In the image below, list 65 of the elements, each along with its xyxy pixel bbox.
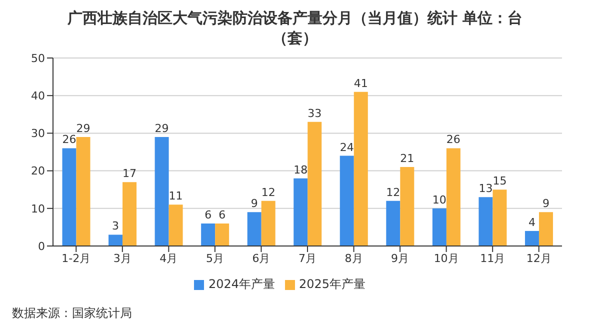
data-label: 3 [112, 220, 120, 233]
x-tick-label: 11月 [480, 252, 506, 265]
y-tick-label: 50 [31, 52, 45, 65]
data-label: 29 [154, 122, 169, 135]
bar [446, 148, 460, 246]
data-label: 4 [528, 216, 536, 229]
bar [538, 212, 553, 246]
x-tick-label: 10月 [434, 252, 459, 265]
data-label: 12 [261, 186, 276, 199]
bar [354, 92, 368, 246]
bar [294, 178, 308, 246]
data-label: 13 [478, 182, 493, 196]
y-tick-label: 10 [31, 202, 45, 216]
bar [492, 190, 507, 246]
x-tick-label: 8月 [344, 252, 363, 265]
y-tick-label: 0 [38, 240, 45, 253]
x-tick-label: 12月 [526, 252, 552, 265]
data-label: 33 [308, 106, 322, 120]
data-label: 9 [542, 197, 550, 210]
legend-label: 2024年产量 [208, 277, 275, 291]
data-label: 24 [340, 140, 354, 154]
y-tick-label: 40 [31, 90, 45, 103]
data-label: 11 [168, 190, 183, 203]
data-label: 21 [400, 152, 414, 166]
source-note: 数据来源：国家统计局 [12, 305, 132, 322]
x-tick-label: 6月 [252, 252, 270, 265]
bar [432, 208, 446, 246]
data-label: 10 [432, 193, 446, 206]
bar [62, 148, 76, 246]
legend-label: 2025年产量 [299, 277, 366, 291]
x-tick-label: 3月 [113, 252, 132, 265]
bar [201, 223, 216, 246]
chart-title: 广西壮族自治区大气污染防治设备产量分月（当月值）统计 单位：台（套） [66, 8, 524, 48]
data-label: 9 [250, 197, 258, 210]
bar [308, 122, 322, 246]
data-label: 17 [122, 167, 137, 180]
data-label: 15 [492, 174, 507, 188]
x-tick-label: 4月 [160, 252, 178, 265]
bar [386, 200, 400, 246]
bar [261, 200, 276, 246]
bar [76, 136, 90, 246]
bar [215, 223, 230, 246]
bar [154, 136, 169, 246]
data-label: 26 [62, 133, 76, 146]
x-tick-label: 1-2月 [62, 252, 91, 265]
bar [168, 204, 183, 246]
bar [122, 182, 137, 246]
data-label: 18 [294, 163, 308, 176]
bar [400, 167, 414, 246]
bar [247, 212, 262, 246]
x-tick-label: 7月 [298, 252, 316, 265]
y-tick-label: 30 [31, 127, 45, 140]
data-label: 6 [218, 208, 226, 222]
data-label: 29 [76, 122, 90, 135]
bar [524, 230, 539, 246]
data-label: 6 [204, 208, 212, 222]
y-tick-label: 20 [31, 164, 45, 178]
x-tick-label: 9月 [391, 252, 410, 265]
data-label: 41 [354, 76, 368, 90]
x-tick-label: 5月 [206, 252, 224, 265]
bar [340, 156, 354, 246]
data-label: 12 [386, 186, 400, 199]
bar [478, 197, 493, 246]
bar [108, 234, 123, 246]
data-label: 26 [446, 133, 460, 146]
